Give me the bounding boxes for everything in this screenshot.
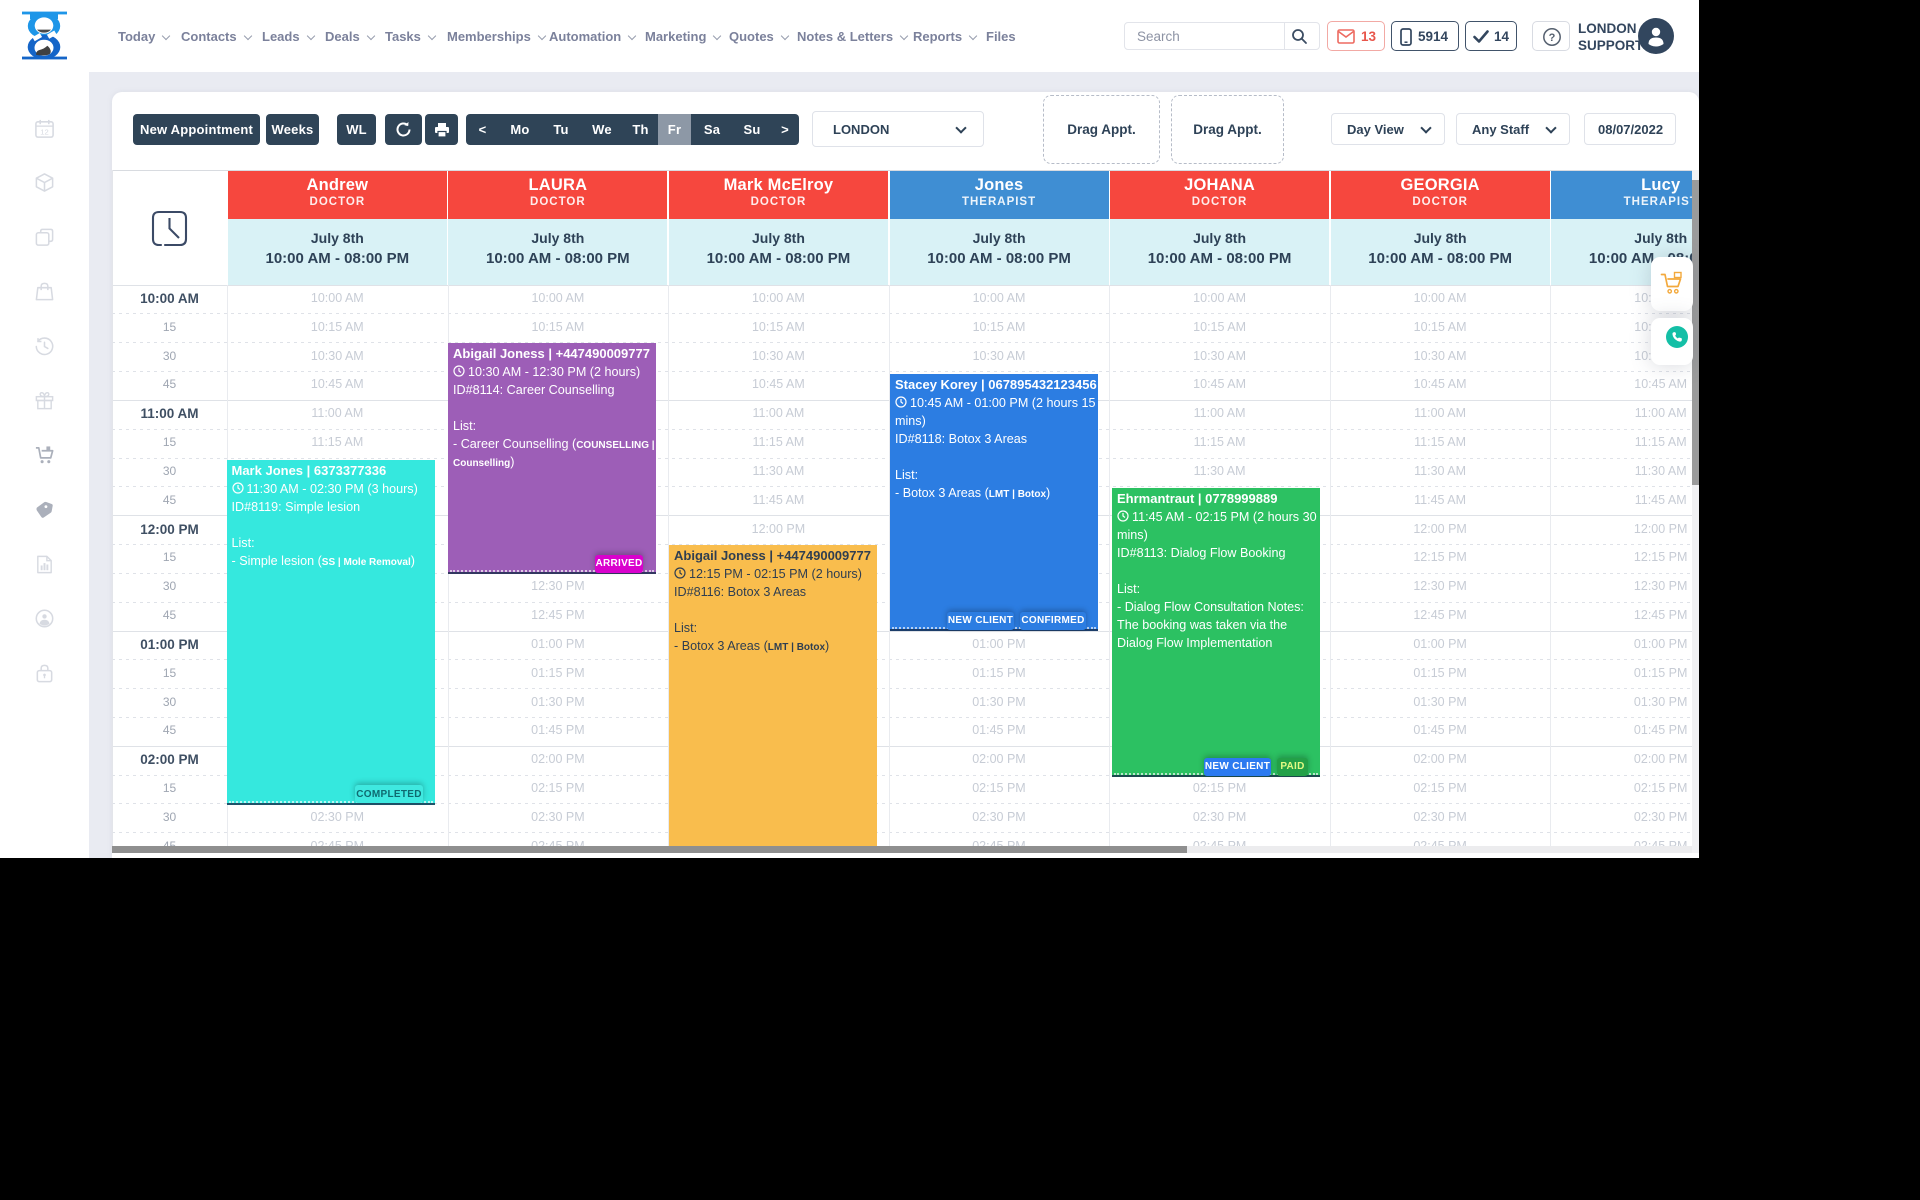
svg-text:?: ? — [1549, 32, 1556, 44]
svg-text:12: 12 — [40, 127, 48, 136]
